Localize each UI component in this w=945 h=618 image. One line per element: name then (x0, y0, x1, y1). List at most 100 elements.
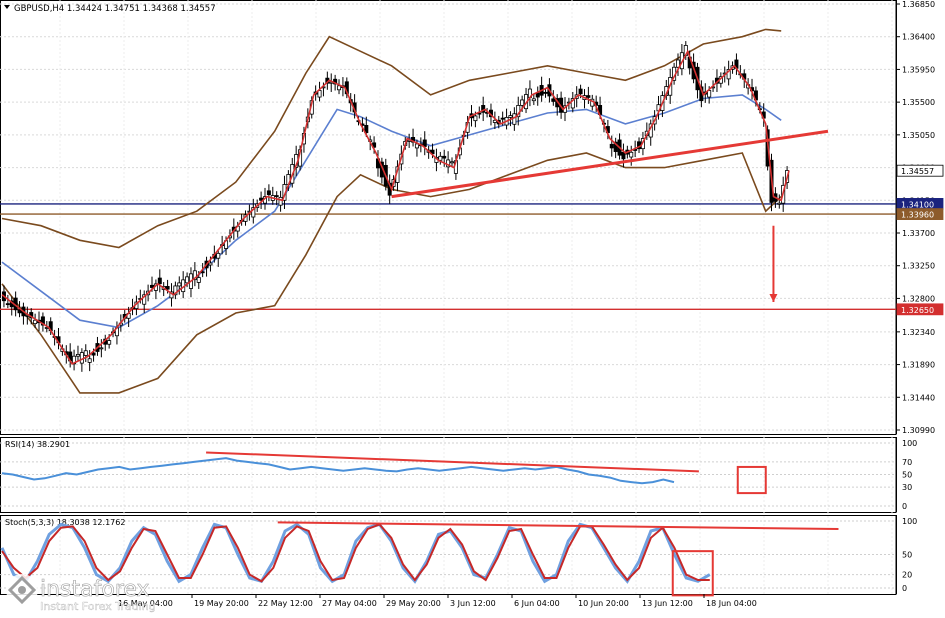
candle-body (5, 303, 10, 306)
candle-body (621, 151, 626, 160)
symbol-info: GBPUSD,H4 1.34424 1.34751 1.34368 1.3455… (14, 4, 216, 14)
indicator-title: Stoch(5,3,3) 18.3038 12.1762 (5, 518, 125, 527)
y-tick-label: 1.33250 (902, 262, 935, 271)
y-tick-label: 50 (902, 551, 912, 560)
x-tick-label: 13 Jun 12:00 (642, 599, 693, 608)
price-label-text: 1.34557 (901, 167, 934, 176)
candle-body (675, 59, 680, 68)
candle-body (173, 285, 178, 296)
price-label-box (896, 303, 944, 316)
watermark-tagline: Instant Forex Trading (40, 600, 156, 613)
support-trendline (391, 129, 829, 199)
candle-body (586, 95, 591, 98)
candle-body (492, 119, 497, 123)
candle-body (75, 353, 80, 357)
candle-body (165, 286, 170, 290)
candle-body (508, 115, 513, 118)
candle-body (33, 319, 38, 325)
price-label-text: 1.33960 (901, 211, 934, 220)
indicator-title: RSI(14) 38.2901 (5, 440, 70, 449)
rsi-highlight-box (736, 465, 767, 495)
stoch-divergence-line (277, 521, 839, 531)
candle-body (531, 98, 536, 102)
y-tick-label: 1.31440 (902, 393, 935, 402)
candle-body (726, 69, 731, 80)
y-tick-label: 50 (902, 471, 912, 480)
x-tick-label: 10 Jun 20:00 (578, 599, 629, 608)
candle-body (79, 352, 84, 364)
price-label-box (896, 164, 944, 177)
candle-body (578, 88, 583, 95)
candle-body (442, 155, 447, 159)
price-label-text: 1.34100 (901, 200, 934, 209)
watermark-brand: instaforex (40, 577, 150, 602)
candle-body (500, 117, 505, 120)
candle-body (337, 85, 342, 91)
y-tick-label: 30 (902, 483, 912, 492)
candle-body (185, 276, 190, 284)
candle-body (777, 202, 782, 205)
instaforex-logo-icon (6, 574, 38, 606)
candle-body (17, 309, 22, 314)
moving-average-blue (1, 94, 782, 329)
candle-body (208, 262, 213, 266)
y-tick-label: 20 (902, 571, 912, 580)
y-tick-label: 100 (902, 517, 917, 526)
y-tick-label: 0 (902, 584, 907, 593)
candle-body (613, 141, 618, 152)
candle-body (473, 115, 478, 122)
y-tick-label: 1.30990 (902, 426, 935, 435)
y-tick-label: 1.31890 (902, 361, 935, 370)
candle-body (72, 355, 77, 365)
candle-body (629, 151, 634, 158)
x-tick-label: 29 May 20:00 (386, 599, 441, 608)
candle-body (278, 196, 283, 206)
candle-body (99, 347, 104, 350)
candle-body (430, 149, 435, 155)
candle-body (177, 282, 182, 287)
moving-average-red (1, 49, 790, 365)
candle-body (150, 284, 155, 288)
bollinger-upper (1, 28, 782, 249)
y-tick-label: 100 (902, 439, 917, 448)
y-tick-label: 1.32800 (902, 294, 935, 303)
candle-body (707, 90, 712, 98)
x-tick-label: 18 Jun 04:00 (706, 599, 757, 608)
candle-body (364, 125, 369, 134)
stoch-highlight-box (671, 550, 714, 597)
x-tick-label: 6 Jun 04:00 (514, 599, 560, 608)
y-tick-label: 70 (902, 458, 912, 467)
candle-body (535, 92, 540, 98)
candle-body (609, 143, 614, 149)
candle-body (438, 155, 443, 161)
candle-body (251, 207, 256, 218)
candle-body (87, 358, 92, 363)
watermark: instaforex Instant Forex Trading (0, 568, 200, 614)
candle-body (551, 98, 556, 102)
candle-body (414, 143, 419, 149)
y-tick-label: 1.35950 (902, 65, 935, 74)
candle-body (142, 294, 147, 305)
y-tick-label: 1.35500 (902, 98, 935, 107)
candle-body (259, 197, 264, 201)
candle-body (91, 352, 96, 356)
y-tick-label: 1.35050 (902, 131, 935, 140)
rsi-divergence-line (206, 451, 699, 473)
y-tick-label: 1.32340 (902, 328, 935, 337)
x-tick-label: 3 Jun 12:00 (450, 599, 496, 608)
candle-body (422, 139, 427, 147)
y-tick-label: 1.33700 (902, 229, 935, 238)
x-tick-label: 16 May 04:00 (118, 599, 173, 608)
candle-body (274, 195, 279, 197)
candle-body (192, 270, 197, 281)
y-tick-label: 0 (902, 502, 907, 511)
y-tick-label: 1.36400 (902, 33, 935, 42)
candle-body (157, 277, 162, 285)
candle-body (40, 316, 45, 326)
rsi-line (1, 457, 675, 485)
price-label-box (896, 208, 944, 220)
candle-body (570, 98, 575, 109)
candle-body (83, 350, 88, 356)
